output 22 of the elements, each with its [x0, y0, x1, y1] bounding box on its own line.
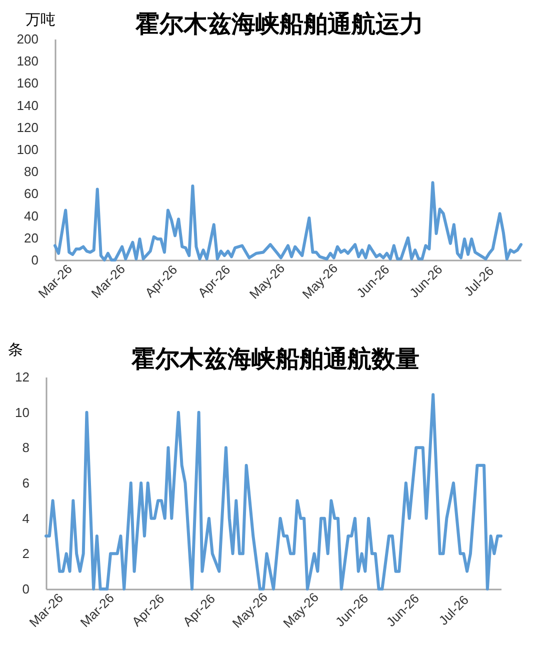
y-tick-label: 180 [16, 54, 38, 69]
y-tick-label: 100 [16, 142, 38, 157]
chart-title: 霍尔木兹海峡船舶通航运力 [134, 9, 424, 38]
y-tick-label: 200 [16, 32, 38, 46]
y-axis-title: 万吨 [26, 12, 56, 28]
y-tick-label: 160 [16, 76, 38, 91]
y-axis-title: 条 [8, 342, 23, 358]
y-tick-label: 6 [22, 476, 30, 490]
y-tick-label: 4 [22, 510, 30, 526]
chart-title: 霍尔木兹海峡船舶通航数量 [130, 344, 420, 373]
y-tick-label: 60 [24, 186, 38, 202]
y-tick-label: 40 [24, 208, 38, 224]
y-tick-label: 12 [15, 370, 30, 384]
y-tick-label: 10 [15, 404, 30, 420]
y-tick-label: 0 [22, 582, 30, 596]
y-tick-label: 140 [16, 98, 38, 113]
y-tick-label: 120 [16, 120, 38, 135]
y-tick-label: 8 [22, 440, 30, 456]
y-tick-label: 20 [24, 230, 38, 246]
y-tick-label: 80 [24, 164, 38, 180]
y-tick-label: 2 [22, 546, 30, 562]
y-tick-label: 0 [31, 252, 38, 268]
